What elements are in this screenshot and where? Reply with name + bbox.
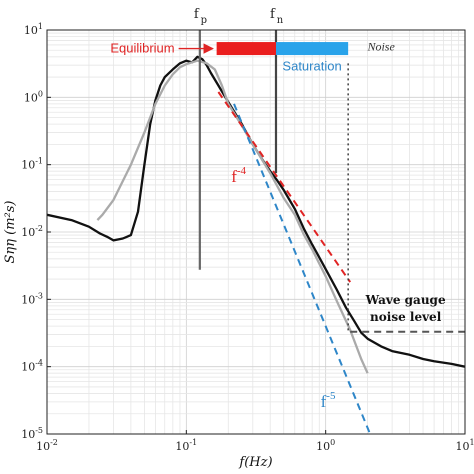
y-tick-label: 10-1 [21, 157, 43, 172]
annotation-2: noise level [370, 310, 442, 324]
y-tick-label: 100 [24, 89, 43, 104]
series-group [47, 55, 465, 434]
regime-bands: Equilibrium Saturation [110, 41, 349, 74]
y-tick-label: 10-4 [21, 359, 43, 374]
y-axis-label: Sηη (m²s) [3, 201, 18, 264]
y-tick-label: 10-3 [21, 291, 43, 306]
x-axis-label: f(Hz) [238, 455, 272, 470]
y-tick-label: 101 [24, 22, 43, 37]
y-tick-label: 10-5 [21, 426, 43, 441]
series-line-1 [96, 59, 369, 374]
annotation-1: Wave gauge [365, 293, 446, 307]
band-0 [216, 42, 276, 56]
x-tick-label: 101 [455, 438, 474, 453]
annotation-0: Noise [366, 39, 395, 53]
band-label-1: Saturation [282, 59, 341, 74]
x-tick-label: 100 [316, 438, 335, 453]
series-line-2 [217, 91, 352, 283]
band-label-0: Equilibrium [110, 41, 174, 56]
y-tick-label: 10-2 [21, 224, 43, 239]
series-line-3 [233, 103, 372, 434]
x-tick-label: 10-2 [36, 438, 58, 453]
band-1 [275, 42, 349, 56]
x-tick-label: 10-1 [175, 438, 197, 453]
